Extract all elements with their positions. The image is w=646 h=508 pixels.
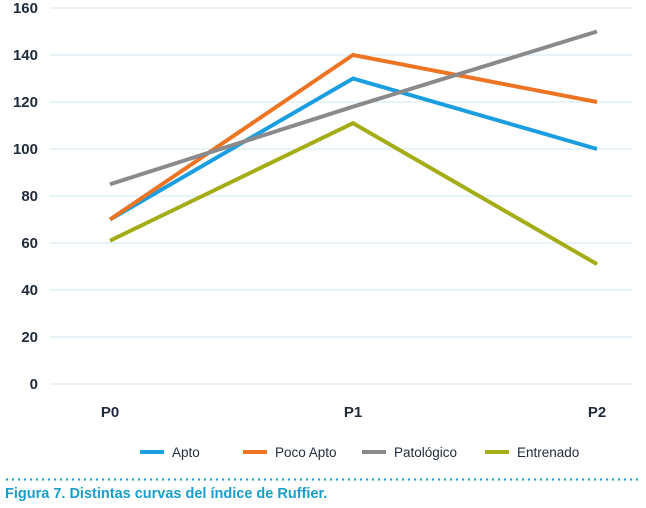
series-line xyxy=(109,29,598,187)
legend-item: Poco Apto xyxy=(243,445,337,460)
x-tick-label: P1 xyxy=(344,404,362,421)
y-tick-label: 100 xyxy=(13,141,38,158)
x-axis-ticks: P0 P1 P2 xyxy=(101,404,606,421)
legend-label: Poco Apto xyxy=(275,445,337,460)
y-tick-label: 0 xyxy=(30,376,38,393)
legend-label: Apto xyxy=(172,445,200,460)
y-tick-label: 60 xyxy=(21,235,38,252)
y-tick-label: 40 xyxy=(21,282,38,299)
legend-item: Patológico xyxy=(362,445,457,460)
y-tick-label: 140 xyxy=(13,47,38,64)
legend-item: Apto xyxy=(140,445,200,460)
line-chart: 0 20 40 60 80 100 120 140 160 P0 P1 P2 Apto Poco Ap… xyxy=(13,0,632,460)
dotted-divider xyxy=(4,478,642,481)
y-tick-label: 120 xyxy=(13,94,38,111)
y-tick-label: 160 xyxy=(13,0,38,17)
y-tick-label: 80 xyxy=(21,188,38,205)
y-axis-ticks: 0 20 40 60 80 100 120 140 160 xyxy=(13,0,38,393)
x-tick-label: P2 xyxy=(588,404,606,421)
series-line xyxy=(109,120,599,266)
figure-caption: Figura 7. Distintas curvas del índice de… xyxy=(5,486,328,502)
legend-label: Entrenado xyxy=(517,445,579,460)
legend-item: Entrenado xyxy=(485,445,579,460)
series-lines xyxy=(108,29,599,266)
series-line xyxy=(108,52,598,222)
series-line xyxy=(108,76,598,222)
x-tick-label: P0 xyxy=(101,404,119,421)
legend: Apto Poco Apto Patológico Entrenado xyxy=(140,445,579,460)
y-tick-label: 20 xyxy=(21,329,38,346)
legend-label: Patológico xyxy=(394,445,457,460)
